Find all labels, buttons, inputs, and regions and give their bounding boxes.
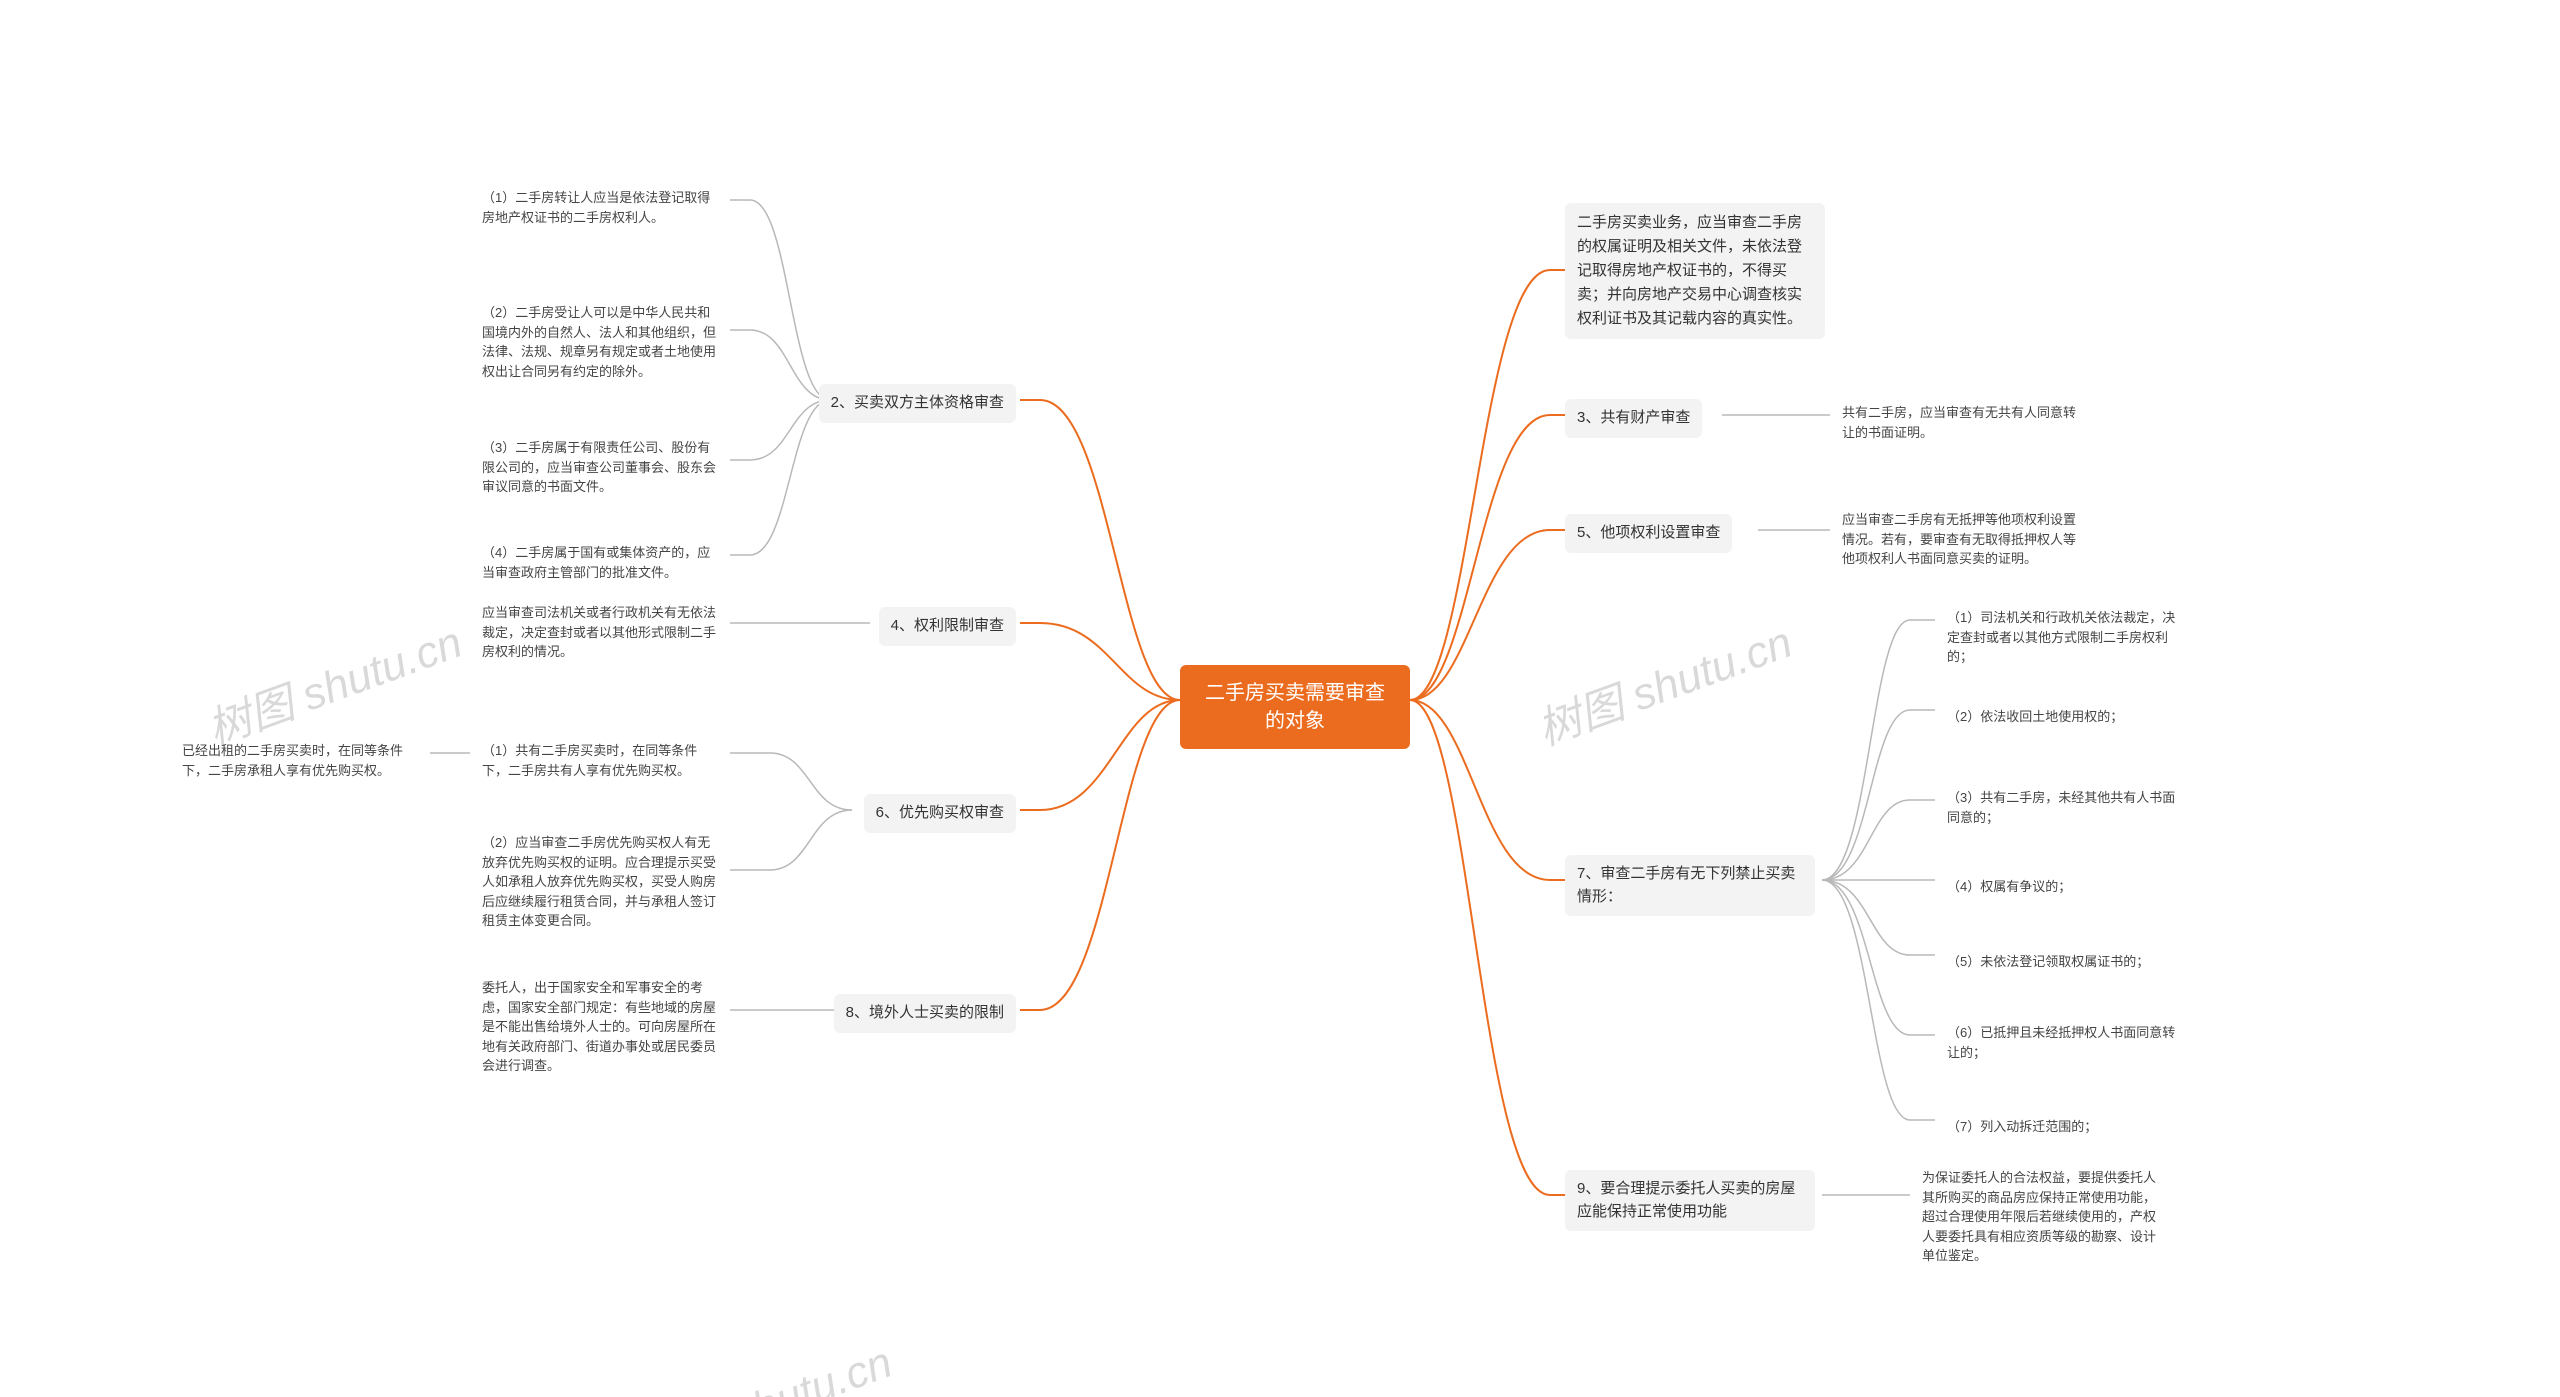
branch-2-leaf-1: （1）二手房转让人应当是依法登记取得房地产权证书的二手房权利人。 <box>470 180 730 235</box>
branch-2-leaf-3: （3）二手房属于有限责任公司、股份有限公司的，应当审查公司董事会、股东会审议同意… <box>470 430 730 505</box>
branch-4[interactable]: 4、权利限制审查 <box>879 607 1016 646</box>
branch-7-leaf-4: （4）权属有争议的； <box>1935 869 2083 905</box>
branch-7-leaf-7: （7）列入动拆迁范围的； <box>1935 1109 2109 1145</box>
branch-6-leaf-1: （1）共有二手房买卖时，在同等条件下，二手房共有人享有优先购买权。 <box>470 733 730 788</box>
branch-8-leaf-1: 委托人，出于国家安全和军事安全的考虑，国家安全部门规定：有些地域的房屋是不能出售… <box>470 970 730 1084</box>
branch-6-leaf-2: （2）应当审查二手房优先购买权人有无放弃优先购买权的证明。应合理提示买受人如承租… <box>470 825 730 939</box>
branch-7[interactable]: 7、审查二手房有无下列禁止买卖情形： <box>1565 855 1815 916</box>
branch-7-leaf-1: （1）司法机关和行政机关依法裁定，决定查封或者以其他方式限制二手房权利的； <box>1935 600 2195 675</box>
branch-2-leaf-2: （2）二手房受让人可以是中华人民共和国境内外的自然人、法人和其他组织，但法律、法… <box>470 295 730 389</box>
watermark-3: 树图 shutu.cn <box>627 1326 899 1397</box>
branch-3-leaf-1: 共有二手房，应当审查有无共有人同意转让的书面证明。 <box>1830 395 2090 450</box>
branch-3[interactable]: 3、共有财产审查 <box>1565 399 1702 438</box>
branch-8[interactable]: 8、境外人士买卖的限制 <box>834 994 1016 1033</box>
branch-7-leaf-6: （6）已抵押且未经抵押权人书面同意转让的； <box>1935 1015 2195 1070</box>
branch-6-grandchild: 已经出租的二手房买卖时，在同等条件下，二手房承租人享有优先购买权。 <box>170 733 430 788</box>
branch-9-leaf-1: 为保证委托人的合法权益，要提供委托人其所购买的商品房应保持正常使用功能，超过合理… <box>1910 1160 2170 1274</box>
branch-6[interactable]: 6、优先购买权审查 <box>864 794 1016 833</box>
branch-7-leaf-2: （2）依法收回土地使用权的； <box>1935 699 2135 735</box>
branch-2[interactable]: 2、买卖双方主体资格审查 <box>819 384 1016 423</box>
branch-5-leaf-1: 应当审查二手房有无抵押等他项权利设置情况。若有，要审查有无取得抵押权人等他项权利… <box>1830 502 2090 577</box>
branch-2-leaf-4: （4）二手房属于国有或集体资产的，应当审查政府主管部门的批准文件。 <box>470 535 730 590</box>
center-node[interactable]: 二手房买卖需要审查的对象 <box>1180 665 1410 749</box>
branch-4-leaf-1: 应当审查司法机关或者行政机关有无依法裁定，决定查封或者以其他形式限制二手房权利的… <box>470 595 730 670</box>
branch-9[interactable]: 9、要合理提示委托人买卖的房屋应能保持正常使用功能 <box>1565 1170 1815 1231</box>
branch-5[interactable]: 5、他项权利设置审查 <box>1565 514 1732 553</box>
branch-1[interactable]: 二手房买卖业务，应当审查二手房的权属证明及相关文件，未依法登记取得房地产权证书的… <box>1565 203 1825 339</box>
branch-7-leaf-5: （5）未依法登记领取权属证书的； <box>1935 944 2161 980</box>
branch-7-leaf-3: （3）共有二手房，未经其他共有人书面同意的； <box>1935 780 2195 835</box>
watermark-2: 树图 shutu.cn <box>1527 606 1799 757</box>
